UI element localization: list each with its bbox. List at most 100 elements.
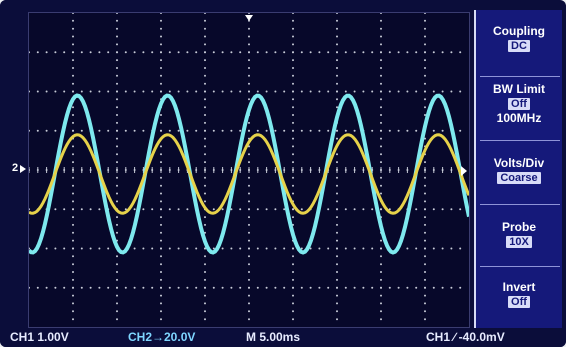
graticule-dot xyxy=(72,310,74,313)
menu-coupling[interactable]: Coupling DC xyxy=(476,24,562,52)
graticule-dot xyxy=(204,43,206,46)
graticule-dot xyxy=(292,310,294,313)
graticule-dot xyxy=(380,161,382,164)
graticule-dot xyxy=(177,247,180,250)
graticule-dot xyxy=(424,310,426,313)
graticule-dot xyxy=(415,286,418,289)
probe-value: 10X xyxy=(506,236,532,248)
graticule-dot xyxy=(72,51,74,54)
graticule-dot xyxy=(160,208,162,211)
graticule-dot xyxy=(160,200,162,203)
graticule-dot xyxy=(160,302,162,305)
graticule-dot xyxy=(380,59,382,62)
graticule-dot xyxy=(116,74,118,77)
graticule-dot xyxy=(380,247,382,250)
graticule-dot xyxy=(274,90,277,93)
graticule-dot xyxy=(160,216,162,219)
graticule-dot xyxy=(450,247,453,250)
graticule-dot xyxy=(204,302,206,305)
graticule-dot xyxy=(380,184,382,187)
graticule-dot xyxy=(248,302,250,305)
graticule-dot xyxy=(204,255,206,258)
graticule-dot xyxy=(248,129,250,132)
graticule-dot xyxy=(72,231,74,234)
graticule-dot xyxy=(424,106,426,109)
graticule-dot xyxy=(204,200,206,203)
trigger-position-marker xyxy=(245,15,253,21)
graticule-dot xyxy=(221,129,224,132)
graticule-dot xyxy=(292,176,294,179)
graticule-dot xyxy=(151,247,154,250)
menu-invert[interactable]: Invert Off xyxy=(476,280,562,308)
graticule-dot xyxy=(441,286,444,289)
graticule-dot xyxy=(116,216,118,219)
graticule-dot xyxy=(36,90,39,93)
graticule-dot xyxy=(72,43,74,46)
graticule-dot xyxy=(292,263,294,266)
graticule-dot xyxy=(204,318,206,321)
graticule-dot xyxy=(248,13,250,14)
graticule-dot xyxy=(256,208,259,211)
graticule-dot xyxy=(353,247,356,250)
graticule-dot xyxy=(116,278,118,281)
menu-probe[interactable]: Probe 10X xyxy=(476,220,562,248)
graticule-dot xyxy=(80,247,83,250)
graticule-dot xyxy=(230,51,233,54)
graticule-dot xyxy=(424,255,426,258)
graticule-dot xyxy=(424,231,426,234)
graticule-dot xyxy=(450,90,453,93)
graticule-dot xyxy=(204,216,206,219)
graticule-dot xyxy=(406,286,409,289)
graticule-dot xyxy=(380,82,382,85)
menu-volts-div[interactable]: Volts/Div Coarse xyxy=(476,156,562,184)
graticule-dot xyxy=(230,208,233,211)
graticule-dot xyxy=(336,161,338,164)
bw-limit-value: Off xyxy=(508,98,530,110)
graticule-dot xyxy=(292,216,294,219)
graticule-dot xyxy=(116,318,118,321)
graticule-dot xyxy=(441,90,444,93)
graticule-dot xyxy=(45,129,48,132)
graticule-dot xyxy=(36,286,39,289)
graticule-dot xyxy=(248,90,250,93)
graticule-dot xyxy=(292,294,294,297)
graticule-dot xyxy=(204,176,206,179)
graticule-dot xyxy=(98,51,101,54)
graticule-dot xyxy=(424,192,426,195)
graticule-dot xyxy=(459,51,462,54)
graticule-dot xyxy=(248,51,250,54)
graticule-dot xyxy=(292,137,294,140)
graticule-dot xyxy=(292,114,294,116)
graticule-dot xyxy=(72,74,74,77)
graticule-dot xyxy=(388,208,391,211)
graticule-dot xyxy=(336,247,338,250)
graticule-dot xyxy=(292,247,294,250)
graticule-dot xyxy=(292,43,294,46)
graticule-dot xyxy=(344,129,347,132)
graticule-dot xyxy=(248,176,250,179)
graticule-dot xyxy=(116,43,118,46)
graticule-dot xyxy=(54,51,57,54)
graticule-dot xyxy=(380,67,382,69)
graticule-dot xyxy=(336,184,338,187)
graticule-dot xyxy=(336,216,338,219)
graticule-dot xyxy=(186,286,189,289)
graticule-dot xyxy=(72,247,74,250)
menu-bw-limit[interactable]: BW Limit Off 100MHz xyxy=(476,82,562,125)
graticule-dot xyxy=(336,98,338,101)
graticule-dot xyxy=(116,13,118,14)
graticule-dot xyxy=(292,19,294,22)
waveform-screen xyxy=(28,12,470,328)
graticule-dot xyxy=(256,129,259,132)
graticule-dot xyxy=(424,90,426,93)
graticule-dot xyxy=(327,90,330,93)
graticule-dot xyxy=(292,153,294,156)
graticule-dot xyxy=(424,176,426,179)
graticule-dot xyxy=(248,184,250,187)
graticule-dot xyxy=(292,121,294,124)
graticule-dot xyxy=(116,286,118,289)
graticule-dot xyxy=(300,129,303,132)
graticule-dot xyxy=(274,286,277,289)
graticule-dot xyxy=(380,271,382,273)
graticule-dot xyxy=(116,271,118,273)
